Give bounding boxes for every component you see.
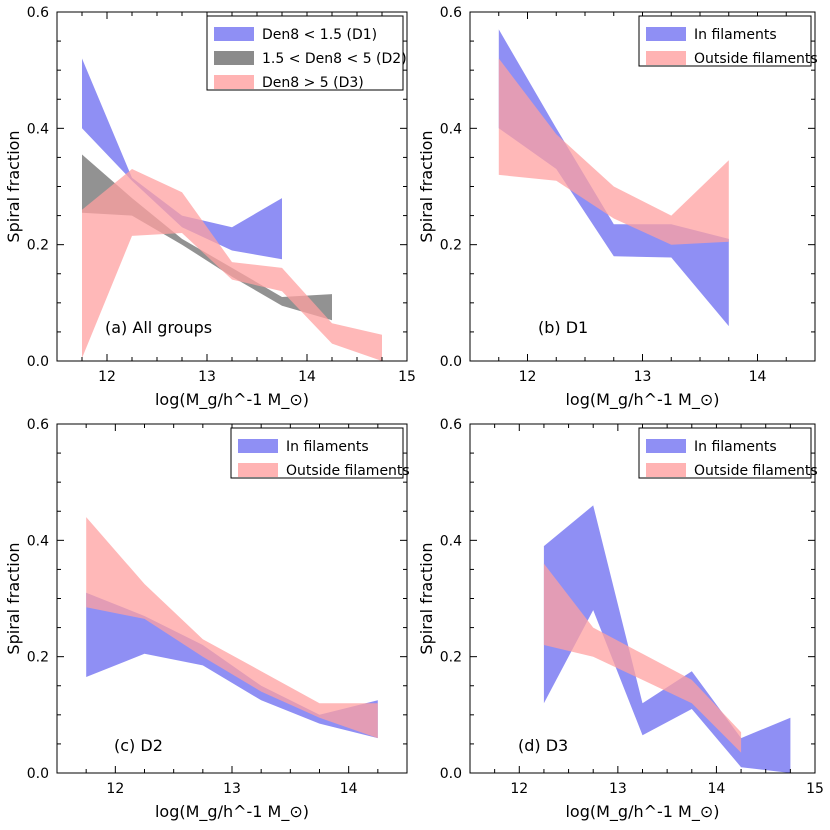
y-tick-label-b: 0.2 bbox=[440, 238, 462, 254]
y-tick-label-c: 0.6 bbox=[27, 417, 49, 433]
legend-swatch-b-0 bbox=[646, 27, 686, 41]
legend-swatch-a-2 bbox=[214, 75, 254, 89]
y-tick-label-c: 0.0 bbox=[27, 766, 49, 782]
y-tick-label-b: 0.6 bbox=[440, 5, 462, 21]
y-tick-label-c: 0.2 bbox=[27, 650, 49, 666]
y-tick-label-a: 0.4 bbox=[27, 121, 49, 137]
legend-swatch-b-1 bbox=[646, 51, 686, 65]
band-b-series-1 bbox=[498, 58, 729, 245]
panel-d: 12 13 14 15 0.0 0.2 0.4 0.6 Spiral fraction log(M… bbox=[417, 417, 824, 822]
y-tick-label-d: 0.4 bbox=[440, 533, 462, 549]
x-tick-label-b: 12 bbox=[519, 369, 537, 385]
legend-swatch-a-1 bbox=[214, 51, 254, 65]
x-axis-label-c: log(M_g/h^-1 M_⊙) bbox=[155, 802, 309, 822]
y-tick-label-d: 0.2 bbox=[440, 650, 462, 666]
x-axis-label-d: log(M_g/h^-1 M_⊙) bbox=[565, 802, 719, 822]
legend-swatch-d-1 bbox=[646, 463, 686, 477]
panel-label-a: (a) All groups bbox=[105, 318, 212, 337]
y-axis-label-d: Spiral fraction bbox=[417, 542, 436, 654]
legend-label-a-1: 1.5 < Den8 < 5 (D2) bbox=[262, 51, 407, 67]
legend-swatch-c-1 bbox=[238, 463, 278, 477]
x-tick-label-b: 14 bbox=[749, 369, 767, 385]
y-axis-label-a: Spiral fraction bbox=[4, 130, 23, 242]
y-tick-label-b: 0.0 bbox=[440, 354, 462, 370]
legend-b: In filaments Outside filaments bbox=[638, 15, 818, 67]
bands-c bbox=[86, 517, 378, 739]
y-tick-label-d: 0.0 bbox=[440, 766, 462, 782]
y-axis-label-b: Spiral fraction bbox=[417, 130, 436, 242]
x-axis-label-a: log(M_g/h^-1 M_⊙) bbox=[155, 390, 309, 410]
band-d-series-1 bbox=[543, 563, 742, 753]
legend-a: Den8 < 1.5 (D1) 1.5 < Den8 < 5 (D2) Den8 >… bbox=[206, 15, 407, 91]
x-tick-label-c: 12 bbox=[106, 781, 124, 797]
x-tick-label-d: 15 bbox=[806, 781, 824, 797]
x-tick-label-a: 13 bbox=[198, 369, 216, 385]
x-tick-label-c: 14 bbox=[340, 781, 358, 797]
y-tick-label-a: 0.6 bbox=[27, 5, 49, 21]
band-b-series-0 bbox=[498, 29, 729, 327]
x-tick-label-b: 13 bbox=[634, 369, 652, 385]
legend-swatch-d-0 bbox=[646, 439, 686, 453]
x-tick-label-c: 13 bbox=[223, 781, 241, 797]
bands-a bbox=[82, 58, 382, 361]
x-tick-label-a: 15 bbox=[398, 369, 416, 385]
x-tick-label-a: 14 bbox=[298, 369, 316, 385]
legend-label-d-0: In filaments bbox=[694, 439, 777, 455]
legend-d: In filaments Outside filaments bbox=[638, 427, 818, 479]
y-tick-label-d: 0.6 bbox=[440, 417, 462, 433]
x-tick-label-d: 14 bbox=[708, 781, 726, 797]
legend-label-b-0: In filaments bbox=[694, 27, 777, 43]
panel-c: 12 13 14 0.0 0.2 0.4 0.6 Spiral fraction log(M_g… bbox=[4, 417, 410, 822]
x-tick-label-d: 13 bbox=[609, 781, 627, 797]
legend-label-c-1: Outside filaments bbox=[286, 463, 410, 479]
legend-label-c-0: In filaments bbox=[286, 439, 369, 455]
legend-label-a-2: Den8 > 5 (D3) bbox=[262, 75, 364, 91]
bands-d bbox=[543, 505, 791, 773]
y-tick-label-c: 0.4 bbox=[27, 533, 49, 549]
y-tick-label-a: 0.0 bbox=[27, 354, 49, 370]
band-a-series-2 bbox=[82, 169, 382, 361]
panel-label-c: (c) D2 bbox=[114, 736, 163, 755]
y-tick-label-a: 0.2 bbox=[27, 238, 49, 254]
band-d-series-0 bbox=[543, 505, 791, 773]
panel-b: 12 13 14 0.0 0.2 0.4 0.6 Spiral fraction log(M_g… bbox=[417, 5, 818, 410]
x-axis-label-b: log(M_g/h^-1 M_⊙) bbox=[565, 390, 719, 410]
x-tick-label-a: 12 bbox=[98, 369, 116, 385]
bands-b bbox=[498, 29, 729, 327]
legend-label-d-1: Outside filaments bbox=[694, 463, 818, 479]
legend-c: In filaments Outside filaments bbox=[230, 427, 410, 479]
panel-label-b: (b) D1 bbox=[538, 318, 588, 337]
y-tick-label-b: 0.4 bbox=[440, 121, 462, 137]
panel-a: 12 13 14 15 0.0 0.2 0.4 0.6 Spiral fraction log(M… bbox=[4, 5, 416, 410]
legend-label-b-1: Outside filaments bbox=[694, 51, 818, 67]
band-c-series-1 bbox=[86, 517, 378, 739]
x-tick-label-d: 12 bbox=[510, 781, 528, 797]
legend-swatch-c-0 bbox=[238, 439, 278, 453]
legend-label-a-0: Den8 < 1.5 (D1) bbox=[262, 27, 377, 43]
panel-label-d: (d) D3 bbox=[518, 736, 568, 755]
y-axis-label-c: Spiral fraction bbox=[4, 542, 23, 654]
legend-swatch-a-0 bbox=[214, 27, 254, 41]
